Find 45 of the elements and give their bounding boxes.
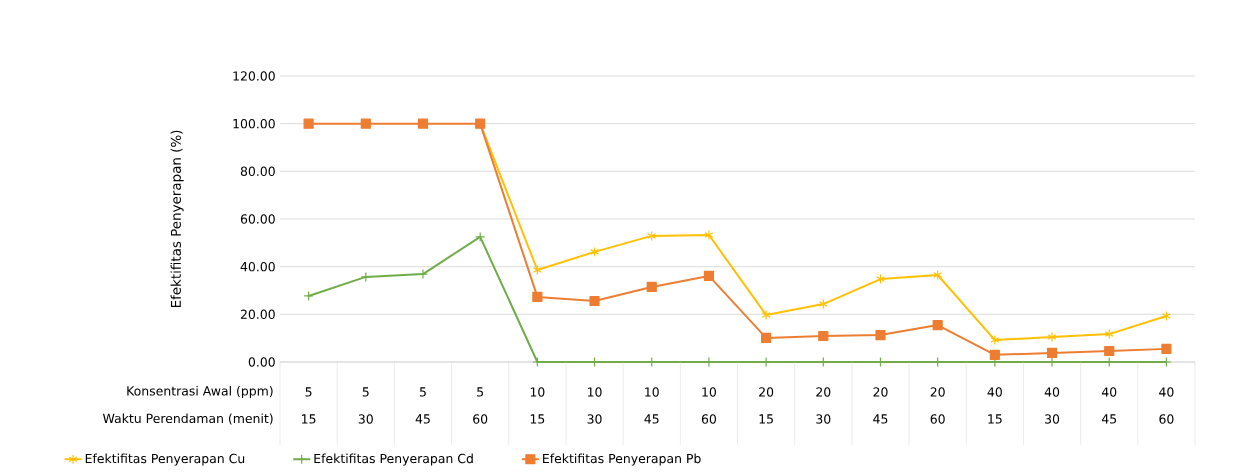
legend-label: Efektifitas Penyerapan Pb [543,453,701,466]
text: 10 [702,387,717,397]
y-tick-label: 80.00 [240,166,275,177]
text: 20 [759,387,774,397]
x-tick-label: 60 [701,414,717,424]
text: 40 [1101,387,1117,397]
text: 40 [1044,387,1060,397]
text: 10 [587,387,602,397]
x-tick-label: 15 [759,414,773,424]
x-tick-label: 15 [302,414,316,424]
text: Waktu Perendaman (menit) [102,413,273,425]
y-tick-label: 120.00 [233,71,275,81]
x-tick-label: 60 [473,414,488,424]
x-tick-label: 60 [930,414,945,424]
text: 20 [816,387,831,397]
x-tick-label: 45 [1101,414,1117,424]
text: 10 [530,387,545,397]
text: Konsentrasi Awal (ppm) [127,385,273,399]
x-tick-label: 30 [816,414,831,424]
x-tick-label: 45 [644,414,659,424]
x-tick-label: 30 [358,414,373,424]
x-tick-label: 15 [530,414,545,424]
text: 5 [477,387,484,397]
text: 5 [419,387,426,397]
x-tick-label: 45 [415,414,430,424]
y-tick-label: 40.00 [240,261,275,272]
x-tick-label: 30 [587,414,602,424]
text: 20 [930,387,945,397]
y-axis-title: Efektifitas Penyerapan (%) [170,130,184,308]
y-tick-label: 60.00 [240,214,275,224]
y-tick-label: 0.00 [248,357,275,367]
x-tick-label: 45 [873,414,888,424]
text: 40 [987,387,1002,397]
text: 40 [1159,387,1174,397]
y-tick-label: 20.00 [240,309,275,320]
text: 10 [645,387,659,397]
legend-label: Efektifitas Penyerapan Cd [314,453,473,466]
text: 5 [362,387,369,397]
y-tick-label: 100.00 [233,118,275,129]
x-tick-label: 30 [1045,414,1060,424]
x-tick-label: 15 [988,414,1002,424]
text: 5 [305,387,312,397]
text: 20 [873,387,888,397]
x-tick-label: 60 [1159,414,1174,424]
legend-label: Efektifitas Penyerapan Cu [85,453,245,466]
